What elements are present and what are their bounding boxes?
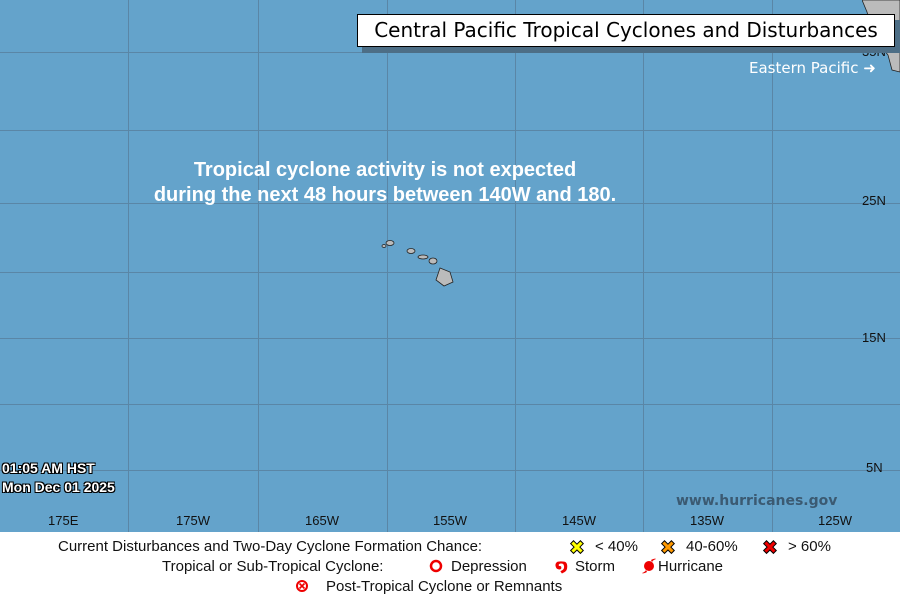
lat-label: 25N (862, 193, 886, 208)
depression-icon (429, 559, 443, 573)
legend-low: < 40% (595, 538, 638, 555)
lat-label: 35N (862, 44, 886, 59)
legend-high: > 60% (788, 538, 831, 555)
issue-date: Mon Dec 01 2025 (2, 479, 115, 495)
hawaiian-islands (381, 240, 454, 287)
eastern-pacific-link[interactable]: Eastern Pacific ➜ (749, 59, 876, 77)
lon-label: 125W (818, 513, 852, 528)
outlook-message: Tropical cyclone activity is not expecte… (100, 158, 670, 208)
storm-icon: ໑ (555, 556, 569, 576)
issue-time: 01:05 AM HST (2, 460, 95, 476)
lon-label: 165W (305, 513, 339, 528)
legend-hurricane: Hurricane (658, 558, 724, 575)
website-watermark: www.hurricanes.gov (676, 493, 838, 509)
post-tropical-icon (296, 580, 308, 592)
hurricane-icon (642, 558, 656, 574)
legend-storm: Storm (575, 558, 616, 575)
lon-label: 145W (562, 513, 596, 528)
legend-depression: Depression (451, 558, 527, 575)
legend-medium: 40-60% (686, 538, 738, 555)
message-line: Tropical cyclone activity is not expecte… (193, 159, 577, 181)
x-high-icon: ✖ (762, 537, 779, 559)
legend-post-tropical: Post-Tropical Cyclone or Remnants (326, 578, 563, 595)
x-medium-icon: ✖ (660, 537, 677, 559)
lon-label: 175E (48, 513, 79, 528)
map-title: Central Pacific Tropical Cyclones and Di… (357, 14, 895, 47)
lon-label: 135W (690, 513, 724, 528)
disturbances-label: Current Disturbances and Two-Day Cyclone… (58, 538, 483, 555)
lon-label: 155W (433, 513, 467, 528)
lon-label: 175W (176, 513, 210, 528)
cyclone-label: Tropical or Sub-Tropical Cyclone: (162, 558, 384, 575)
lat-label: 5N (866, 460, 883, 475)
message-line: during the next 48 hours between 140W an… (153, 184, 617, 206)
map: 35N 25N 15N 5N 175E 175W 165W 155W 145W … (0, 0, 900, 532)
lat-label: 15N (862, 330, 886, 345)
x-low-icon: ✖ (569, 537, 586, 559)
